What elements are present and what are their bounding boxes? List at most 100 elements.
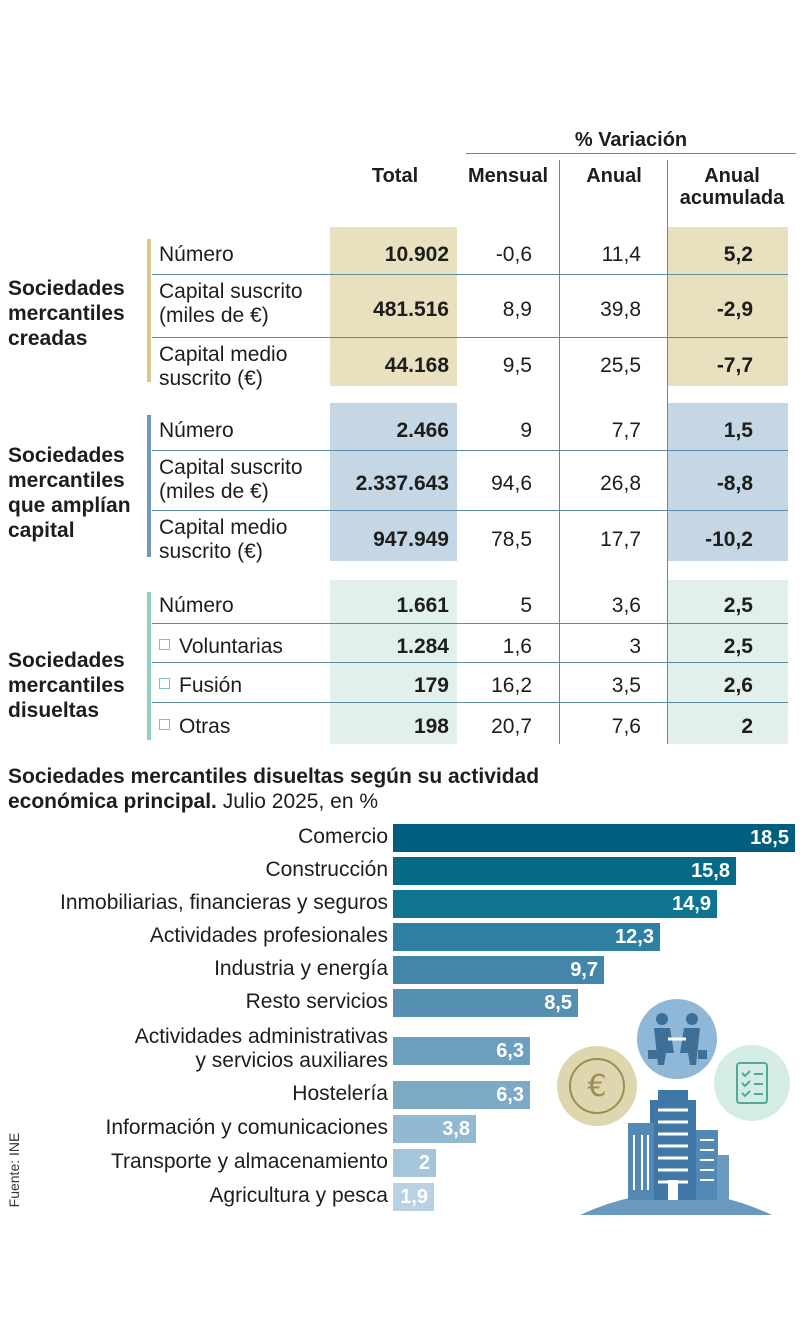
table-cell: 2 — [741, 715, 753, 738]
table-cell: 947.949 — [373, 528, 449, 551]
bar-value-label: 12,3 — [615, 926, 654, 948]
table-cell: 3,5 — [611, 674, 641, 697]
bar: 3,8 — [393, 1115, 476, 1143]
bar: 9,7 — [393, 956, 604, 984]
table-cell: 94,6 — [491, 472, 532, 495]
bar-value-label: 14,9 — [672, 893, 711, 915]
bar-value-label: 15,8 — [691, 860, 730, 882]
table-cell: 20,7 — [491, 715, 532, 738]
table-cell: 3 — [629, 635, 641, 658]
col-header-anual-acumulada: Anual acumulada — [679, 165, 785, 209]
table-cell: -0,6 — [495, 243, 532, 266]
chart-subtitle: Julio 2025, en % — [222, 790, 379, 813]
table-cell: 9,5 — [502, 354, 532, 377]
row-separator — [152, 662, 788, 663]
row-label-text: Capital suscrito (miles de €) — [159, 456, 303, 503]
row-label: Voluntarias — [159, 635, 283, 659]
table-cell: 5 — [520, 594, 532, 617]
group-bracket — [147, 239, 151, 382]
chart-title: Sociedades mercantiles disueltas según s… — [8, 764, 608, 814]
row-label-text: Fusión — [179, 674, 243, 697]
table-cell: 2,5 — [723, 635, 753, 658]
bar: 12,3 — [393, 923, 660, 951]
group-highlight — [330, 403, 457, 561]
category-label: Comercio — [298, 825, 388, 848]
bar-value-label: 8,5 — [544, 992, 572, 1014]
row-label: Otras — [159, 715, 230, 739]
bar-value-label: 9,7 — [570, 959, 598, 981]
variation-header: % Variación — [574, 129, 688, 151]
table-cell: -8,8 — [716, 472, 753, 495]
table-cell: 9 — [520, 419, 532, 442]
table-cell: 17,7 — [600, 528, 641, 551]
illustration: € — [557, 999, 790, 1215]
category-label: Transporte y almacenamiento — [110, 1150, 388, 1173]
table-cell: 1,6 — [502, 635, 532, 658]
buildings-icon — [580, 1090, 772, 1215]
bullet-square-icon — [159, 678, 170, 689]
category-label: Inmobiliarias, financieras y seguros — [60, 891, 388, 914]
row-label: Fusión — [159, 674, 242, 698]
group-name: Sociedades mercantiles que amplían capit… — [8, 444, 131, 542]
table-cell: 7,7 — [611, 419, 641, 442]
category-label: Información y comunicaciones — [105, 1116, 388, 1139]
row-separator — [152, 274, 788, 275]
bar: 1,9 — [393, 1183, 434, 1211]
handshake-icon — [637, 999, 717, 1079]
table-cell: -10,2 — [705, 528, 753, 551]
bar-value-label: 6,3 — [496, 1084, 524, 1106]
bar-value-label: 2 — [418, 1152, 430, 1174]
table-cell: 2.337.643 — [355, 472, 449, 495]
row-separator — [152, 623, 788, 624]
table-cell: -2,9 — [716, 298, 753, 321]
group-name: Sociedades mercantiles disueltas — [8, 649, 125, 722]
row-label: Capital medio suscrito (€) — [159, 343, 334, 391]
row-label-text: Capital suscrito (miles de €) — [159, 280, 303, 327]
row-label-text: Capital medio suscrito (€) — [159, 516, 288, 563]
bullet-square-icon — [159, 639, 170, 650]
category-label: Resto servicios — [245, 990, 388, 1013]
table-cell: 2.466 — [396, 419, 449, 442]
table-cell: 8,9 — [502, 298, 532, 321]
bar: 14,9 — [393, 890, 717, 918]
bar: 2 — [393, 1149, 436, 1177]
row-separator — [152, 337, 788, 338]
table-cell: 25,5 — [600, 354, 641, 377]
col-header-total: Total — [371, 165, 419, 187]
svg-text:€: € — [587, 1069, 606, 1104]
table-cell: 198 — [413, 715, 449, 738]
group-bracket — [147, 592, 151, 740]
bar: 6,3 — [393, 1037, 530, 1065]
row-separator — [152, 702, 788, 703]
table-cell: 481.516 — [373, 298, 449, 321]
row-label-text: Voluntarias — [179, 635, 283, 658]
category-label: Actividades administrativas y servicios … — [134, 1025, 388, 1072]
chart-title-bold: Sociedades mercantiles disueltas según s… — [8, 765, 540, 813]
row-label-text: Número — [159, 419, 234, 442]
row-separator — [152, 510, 788, 511]
bar-value-label: 3,8 — [442, 1118, 470, 1140]
category-label: Hostelería — [292, 1082, 388, 1105]
category-label: Industria y energía — [214, 957, 388, 980]
table-cell: 16,2 — [491, 674, 532, 697]
category-label: Construcción — [265, 858, 388, 881]
euro-coin-icon: € — [557, 1046, 637, 1126]
col-header-mensual: Mensual — [467, 165, 549, 187]
table-cell: 2,6 — [723, 674, 753, 697]
table-cell: 2,5 — [723, 594, 753, 617]
group-highlight — [668, 227, 788, 386]
table-cell: 26,8 — [600, 472, 641, 495]
table-cell: 1,5 — [723, 419, 753, 442]
table-cell: 39,8 — [600, 298, 641, 321]
row-separator — [152, 450, 788, 451]
bar-value-label: 6,3 — [496, 1040, 524, 1062]
col-rule-acumulada — [667, 160, 668, 744]
row-label-text: Otras — [179, 715, 231, 738]
table-cell: 5,2 — [723, 243, 753, 266]
table-cell: 78,5 — [491, 528, 532, 551]
table-cell: 11,4 — [601, 243, 641, 266]
row-label: Capital suscrito (miles de €) — [159, 456, 334, 504]
row-label: Número — [159, 243, 234, 267]
group-name: Sociedades mercantiles creadas — [8, 277, 125, 350]
row-label: Capital suscrito (miles de €) — [159, 280, 334, 328]
